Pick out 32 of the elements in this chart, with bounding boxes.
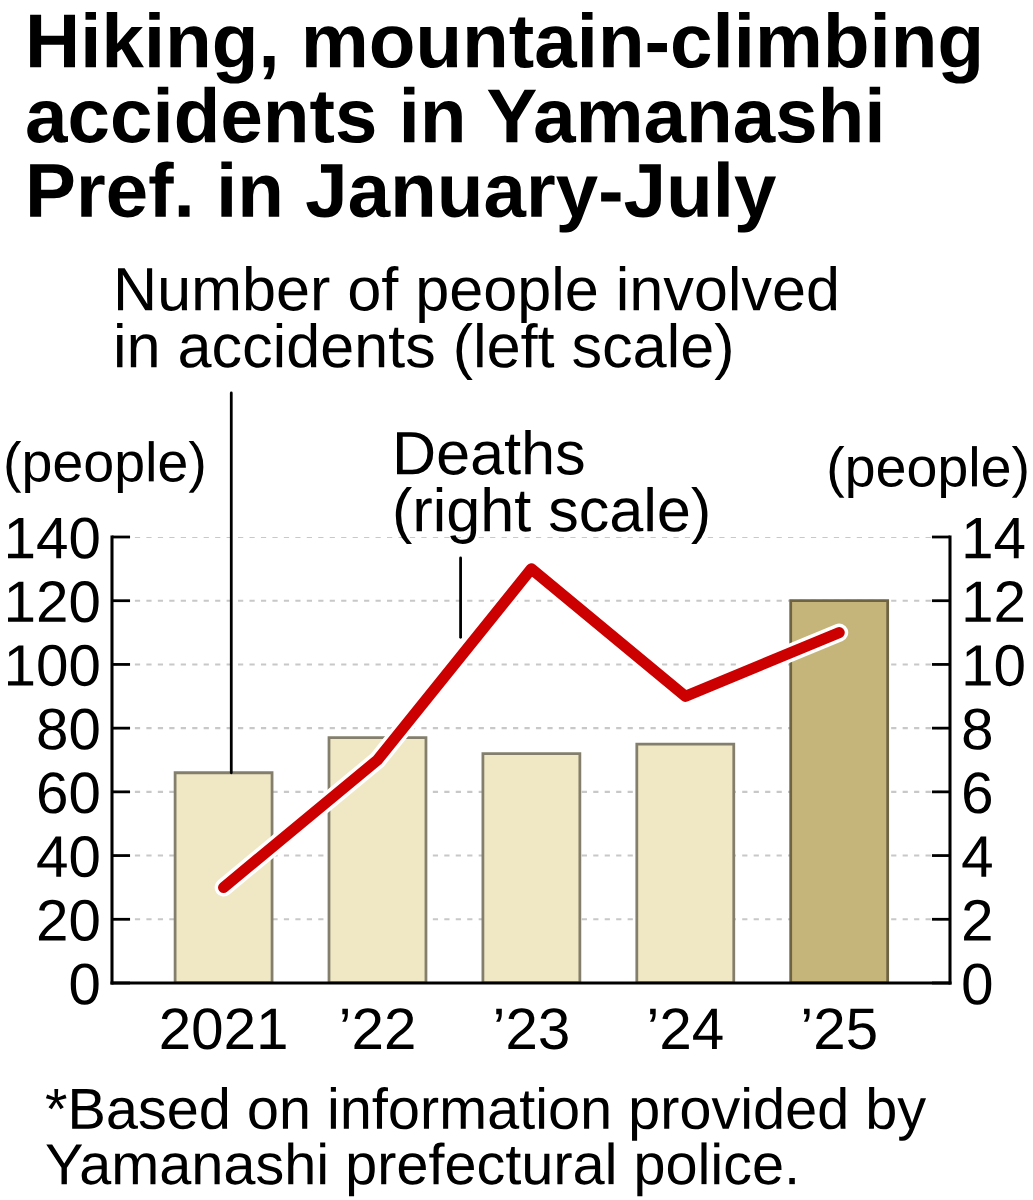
text: Number of people involved in accidents (left scale): [117, 266, 837, 380]
x-tick-label: ’22: [342, 1008, 414, 1049]
text: *Based on information provided by Yamanashi prefectural police.: [45, 1087, 927, 1197]
y2-tick-label: 14: [965, 518, 1025, 559]
y2-tick-label: 4: [962, 836, 992, 877]
bar: [789, 599, 890, 983]
x-tick-label: ’24: [649, 1008, 723, 1049]
y2-tick-label: 12: [965, 581, 1024, 622]
y2-tick-label: 8: [963, 708, 992, 750]
series-label: Deaths (right scale): [395, 430, 708, 544]
x-tick-label: ’23: [496, 1008, 568, 1050]
y-tick-label: 40: [37, 835, 99, 878]
bar: [635, 742, 736, 983]
y-tick-label: 120: [8, 581, 99, 623]
y-tick-label: 60: [38, 772, 99, 814]
y2-axis-title: (people): [829, 446, 1027, 498]
bar: [173, 771, 274, 983]
y-tick-label: 0: [70, 963, 99, 1005]
y-tick-label: 100: [8, 644, 99, 687]
y-tick-label: 20: [38, 899, 99, 941]
x-tick-label: 2021: [161, 1008, 286, 1050]
bar: [327, 736, 428, 983]
y2-tick-label: 2: [964, 899, 991, 941]
chart-title: Hiking, mountain-climbing accidents in Yamanashi Pref. in January-July: [27, 12, 979, 233]
y2-tick-label: 6: [964, 772, 991, 814]
y2-tick-label: 10: [965, 644, 1024, 687]
x-tick-label: ’25: [803, 1008, 876, 1050]
y2-tick-label: 0: [963, 963, 992, 1005]
y-tick-label: 80: [38, 708, 99, 750]
y-axis-title: (people): [6, 441, 204, 493]
bar: [481, 752, 582, 983]
y-tick-label: 140: [8, 517, 99, 559]
